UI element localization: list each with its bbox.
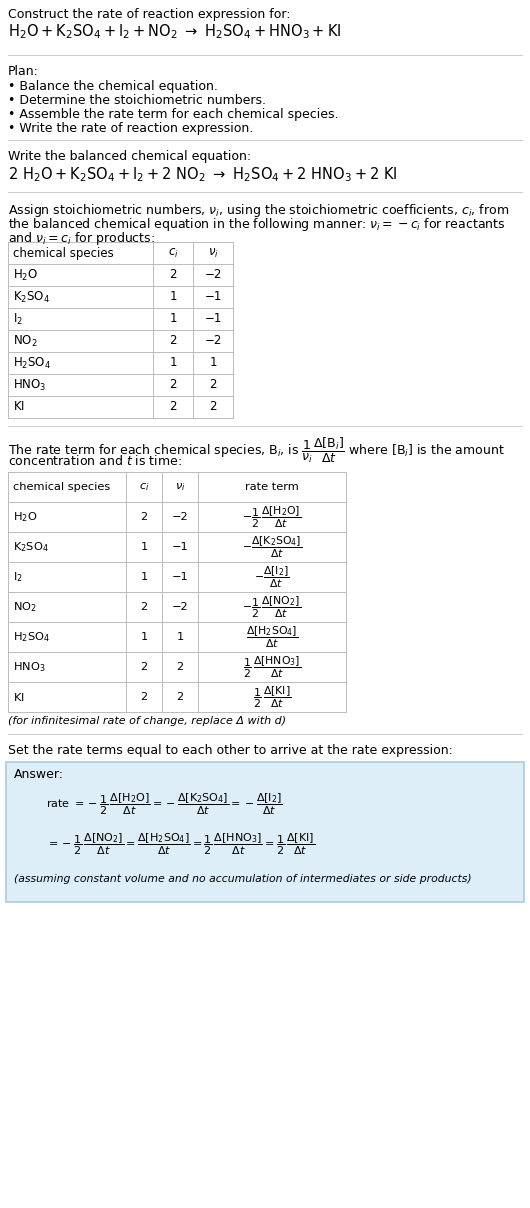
Text: $-\dfrac{\Delta[\mathrm{K_2SO_4}]}{\Delta t}$: $-\dfrac{\Delta[\mathrm{K_2SO_4}]}{\Delt… [242, 534, 302, 559]
Text: $\mathrm{K_2SO_4}$: $\mathrm{K_2SO_4}$ [13, 290, 50, 304]
Text: $\mathrm{H_2SO_4}$: $\mathrm{H_2SO_4}$ [13, 355, 51, 371]
Text: 1: 1 [140, 542, 148, 552]
Text: $\mathrm{NO_2}$: $\mathrm{NO_2}$ [13, 600, 37, 614]
Text: $\mathrm{I_2}$: $\mathrm{I_2}$ [13, 570, 23, 583]
Text: 2: 2 [209, 401, 217, 413]
Text: 1: 1 [140, 632, 148, 641]
Text: rate $= -\dfrac{1}{2}\,\dfrac{\Delta[\mathrm{H_2O}]}{\Delta t}= -\dfrac{\Delta[\: rate $= -\dfrac{1}{2}\,\dfrac{\Delta[\ma… [46, 791, 283, 817]
Text: The rate term for each chemical species, $\mathrm{B}_i$, is $\dfrac{1}{\nu_i}\df: The rate term for each chemical species,… [8, 436, 505, 465]
Text: 2: 2 [140, 692, 147, 702]
Text: $\dfrac{1}{2}\,\dfrac{\Delta[\mathrm{KI}]}{\Delta t}$: $\dfrac{1}{2}\,\dfrac{\Delta[\mathrm{KI}… [253, 684, 291, 709]
Text: $-\dfrac{\Delta[\mathrm{I_2}]}{\Delta t}$: $-\dfrac{\Delta[\mathrm{I_2}]}{\Delta t}… [254, 564, 290, 590]
Text: $-\dfrac{1}{2}\,\dfrac{\Delta[\mathrm{NO_2}]}{\Delta t}$: $-\dfrac{1}{2}\,\dfrac{\Delta[\mathrm{NO… [243, 594, 302, 620]
Text: 1: 1 [209, 356, 217, 370]
Text: −1: −1 [172, 542, 188, 552]
Text: $\mathrm{KI}$: $\mathrm{KI}$ [13, 691, 25, 703]
Text: −2: −2 [204, 268, 222, 281]
Bar [6, 762, 524, 902]
Text: concentration and $t$ is time:: concentration and $t$ is time: [8, 454, 182, 467]
Text: 2: 2 [140, 662, 147, 672]
Text: the balanced chemical equation in the following manner: $\nu_i = -c_i$ for react: the balanced chemical equation in the fo… [8, 216, 506, 233]
Text: (assuming constant volume and no accumulation of intermediates or side products): (assuming constant volume and no accumul… [14, 875, 472, 884]
Text: −2: −2 [172, 602, 188, 612]
Text: • Assemble the rate term for each chemical species.: • Assemble the rate term for each chemic… [8, 108, 339, 121]
Text: chemical species: chemical species [13, 246, 114, 260]
Text: 2: 2 [169, 335, 176, 348]
Text: Plan:: Plan: [8, 65, 39, 79]
Text: 1: 1 [169, 313, 176, 325]
Text: and $\nu_i = c_i$ for products:: and $\nu_i = c_i$ for products: [8, 230, 155, 246]
Text: $\nu_i$: $\nu_i$ [175, 481, 186, 493]
Text: $-\dfrac{1}{2}\,\dfrac{\Delta[\mathrm{H_2O}]}{\Delta t}$: $-\dfrac{1}{2}\,\dfrac{\Delta[\mathrm{H_… [242, 504, 302, 529]
Text: 2: 2 [176, 662, 183, 672]
Text: $\mathrm{HNO_3}$: $\mathrm{HNO_3}$ [13, 377, 47, 393]
Text: $\mathrm{I_2}$: $\mathrm{I_2}$ [13, 312, 23, 326]
Text: Assign stoichiometric numbers, $\nu_i$, using the stoichiometric coefficients, $: Assign stoichiometric numbers, $\nu_i$, … [8, 202, 509, 219]
Text: $\mathrm{NO_2}$: $\mathrm{NO_2}$ [13, 333, 38, 349]
Text: 1: 1 [169, 290, 176, 303]
Text: $\mathrm{HNO_3}$: $\mathrm{HNO_3}$ [13, 660, 46, 674]
Text: • Balance the chemical equation.: • Balance the chemical equation. [8, 80, 218, 93]
Text: −1: −1 [172, 573, 188, 582]
Text: −1: −1 [204, 290, 222, 303]
Text: 2: 2 [209, 378, 217, 391]
Text: 2: 2 [169, 401, 176, 413]
Text: −2: −2 [204, 335, 222, 348]
Text: chemical species: chemical species [13, 482, 110, 492]
Text: −2: −2 [172, 512, 188, 522]
Text: 1: 1 [169, 356, 176, 370]
Text: $\mathrm{H_2O}$: $\mathrm{H_2O}$ [13, 267, 38, 283]
Text: 2: 2 [176, 692, 183, 702]
Text: Construct the rate of reaction expression for:: Construct the rate of reaction expressio… [8, 8, 290, 21]
Text: 2: 2 [169, 268, 176, 281]
Text: $\dfrac{1}{2}\,\dfrac{\Delta[\mathrm{HNO_3}]}{\Delta t}$: $\dfrac{1}{2}\,\dfrac{\Delta[\mathrm{HNO… [243, 655, 301, 680]
Text: 1: 1 [176, 632, 183, 641]
Text: $\mathrm{K_2SO_4}$: $\mathrm{K_2SO_4}$ [13, 540, 49, 554]
Text: (for infinitesimal rate of change, replace Δ with d): (for infinitesimal rate of change, repla… [8, 716, 286, 726]
Text: • Write the rate of reaction expression.: • Write the rate of reaction expression. [8, 122, 253, 135]
Text: 2: 2 [140, 512, 147, 522]
Text: Set the rate terms equal to each other to arrive at the rate expression:: Set the rate terms equal to each other t… [8, 744, 453, 757]
Text: 1: 1 [140, 573, 148, 582]
Text: −1: −1 [204, 313, 222, 325]
Text: $\mathrm{H_2O + K_2SO_4 + I_2 + NO_2 \ \rightarrow \ H_2SO_4 + HNO_3 + KI}$: $\mathrm{H_2O + K_2SO_4 + I_2 + NO_2 \ \… [8, 22, 341, 41]
Text: Write the balanced chemical equation:: Write the balanced chemical equation: [8, 150, 251, 163]
Text: $\mathrm{2\ H_2O + K_2SO_4 + I_2 + 2\ NO_2 \ \rightarrow \ H_2SO_4 + 2\ HNO_3 + : $\mathrm{2\ H_2O + K_2SO_4 + I_2 + 2\ NO… [8, 165, 398, 184]
Text: 2: 2 [140, 602, 147, 612]
Text: 2: 2 [169, 378, 176, 391]
Text: • Determine the stoichiometric numbers.: • Determine the stoichiometric numbers. [8, 94, 266, 108]
Text: $c_i$: $c_i$ [167, 246, 179, 260]
Text: rate term: rate term [245, 482, 299, 492]
Text: $\dfrac{\Delta[\mathrm{H_2SO_4}]}{\Delta t}$: $\dfrac{\Delta[\mathrm{H_2SO_4}]}{\Delta… [246, 625, 298, 650]
Text: $c_i$: $c_i$ [139, 481, 149, 493]
Text: $\mathrm{H_2SO_4}$: $\mathrm{H_2SO_4}$ [13, 631, 50, 644]
Text: $\mathrm{H_2O}$: $\mathrm{H_2O}$ [13, 510, 37, 524]
Text: $= -\dfrac{1}{2}\,\dfrac{\Delta[\mathrm{NO_2}]}{\Delta t}= \dfrac{\Delta[\mathrm: $= -\dfrac{1}{2}\,\dfrac{\Delta[\mathrm{… [46, 831, 315, 856]
Text: $\nu_i$: $\nu_i$ [208, 246, 218, 260]
Text: Answer:: Answer: [14, 768, 64, 782]
Text: $\mathrm{KI}$: $\mathrm{KI}$ [13, 401, 25, 413]
